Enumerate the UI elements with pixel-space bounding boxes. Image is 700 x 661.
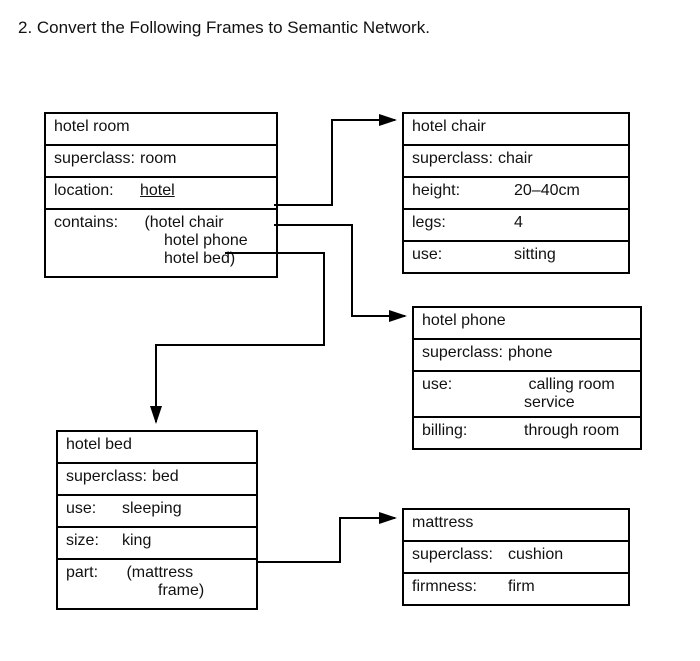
slot-label: use:	[66, 500, 122, 518]
slot-superclass: superclass: bed	[58, 464, 256, 496]
slot-value: chair	[498, 150, 533, 168]
frame-hotel-phone: hotel phone superclass: phone use: calli…	[412, 306, 642, 450]
slot-label: legs:	[412, 214, 498, 232]
frame-title: hotel bed	[58, 432, 256, 464]
slot-value: phone	[508, 344, 553, 362]
slot-label: contains:	[54, 214, 140, 232]
slot-label: use:	[412, 246, 498, 264]
slot-location: location: hotel	[46, 178, 276, 210]
slot-label: superclass:	[412, 150, 498, 168]
part-value-1: (mattress	[126, 564, 193, 581]
frame-hotel-bed: hotel bed superclass: bed use: sleeping …	[56, 430, 258, 610]
slot-value: 4	[514, 214, 523, 232]
slot-label: superclass:	[54, 150, 140, 168]
slot-label: superclass:	[66, 468, 152, 486]
frame-title: hotel chair	[404, 114, 628, 146]
question-title: 2. Convert the Following Frames to Seman…	[18, 18, 430, 38]
slot-label: size:	[66, 532, 122, 550]
slot-value-2: service	[422, 394, 632, 412]
frame-title: hotel phone	[414, 308, 640, 340]
slot-value-1: calling room	[528, 376, 614, 393]
slot-label: superclass:	[422, 344, 508, 362]
slot-value: cushion	[508, 546, 563, 564]
slot-value: bed	[152, 468, 179, 486]
slot-value: room	[140, 150, 176, 168]
part-value-2: frame)	[66, 582, 248, 600]
slot-superclass: superclass: phone	[414, 340, 640, 372]
slot-value: hotel	[140, 182, 175, 200]
slot-superclass: superclass: room	[46, 146, 276, 178]
slot-label: height:	[412, 182, 498, 200]
contains-value-2: hotel phone	[54, 232, 268, 250]
frame-hotel-chair: hotel chair superclass: chair height: 20…	[402, 112, 630, 274]
slot-value: king	[122, 532, 151, 550]
slot-part: part: (mattress frame)	[58, 560, 256, 608]
slot-height: height: 20–40cm	[404, 178, 628, 210]
frame-mattress: mattress superclass: cushion firmness: f…	[402, 508, 630, 606]
slot-label: firmness:	[412, 578, 498, 596]
slot-label: location:	[54, 182, 140, 200]
slot-size: size: king	[58, 528, 256, 560]
slot-label: use:	[422, 376, 508, 394]
slot-value: sitting	[514, 246, 556, 264]
slot-firmness: firmness: firm	[404, 574, 628, 604]
slot-use: use: sitting	[404, 242, 628, 272]
slot-billing: billing: through room	[414, 418, 640, 448]
frame-hotel-room: hotel room superclass: room location: ho…	[44, 112, 278, 278]
slot-value: 20–40cm	[514, 182, 580, 200]
frame-title: mattress	[404, 510, 628, 542]
slot-value: firm	[508, 578, 535, 596]
slot-label: billing:	[422, 422, 508, 440]
contains-value-1: (hotel chair	[144, 214, 223, 231]
slot-legs: legs: 4	[404, 210, 628, 242]
slot-value: sleeping	[122, 500, 182, 518]
slot-superclass: superclass: cushion	[404, 542, 628, 574]
frame-title: hotel room	[46, 114, 276, 146]
contains-value-3: hotel bed)	[54, 250, 268, 268]
slot-use: use: sleeping	[58, 496, 256, 528]
slot-value: through room	[524, 422, 619, 440]
slot-superclass: superclass: chair	[404, 146, 628, 178]
slot-use: use: calling room service	[414, 372, 640, 418]
slot-contains: contains: (hotel chair hotel phone hotel…	[46, 210, 276, 276]
slot-label: superclass:	[412, 546, 498, 564]
slot-label: part:	[66, 564, 122, 582]
